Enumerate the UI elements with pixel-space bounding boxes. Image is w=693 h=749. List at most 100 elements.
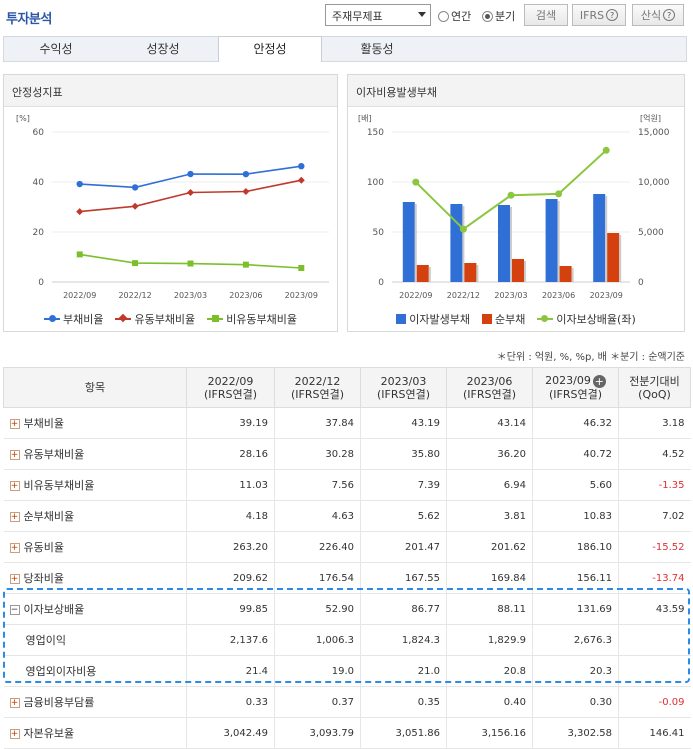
radio-quarter-label: 분기 — [495, 10, 516, 23]
expand-icon[interactable]: + — [9, 511, 20, 522]
tab-activity[interactable]: 활동성 — [360, 42, 394, 56]
tab-bar: 수익성 성장성 안정성 활동성 — [3, 36, 687, 62]
table-cell: 201.62 — [446, 531, 533, 563]
expand-icon[interactable]: + — [9, 418, 20, 429]
legend-item[interactable]: 부채비율 — [43, 311, 103, 327]
interest-debt-chart: [배] [억원] 0 0 50 5,000 100 10,000 150 15,000 2022/0… — [358, 113, 670, 300]
table-cell: 6.94 — [446, 469, 533, 501]
data-point — [242, 188, 250, 195]
expand-icon[interactable]: + — [9, 573, 20, 584]
data-point — [131, 184, 139, 191]
qoq-cell: 43.59 — [618, 593, 691, 625]
legend-item[interactable]: 이자발생부채 — [396, 311, 470, 327]
table-cell: 3,051.86 — [360, 717, 447, 749]
row-label-text: 비유동부채비율 — [23, 479, 95, 492]
table-cell: 3.81 — [446, 500, 533, 532]
table-cell: 0.37 — [274, 686, 361, 718]
table-row: + 금융비용부담률 0.33 0.37 0.35 0.40 0.30 -0.09 — [3, 686, 691, 718]
expand-icon[interactable]: + — [9, 449, 20, 460]
table-cell: 176.54 — [274, 562, 361, 594]
qoq-cell — [618, 624, 691, 656]
y-tick-label-left: 0 — [378, 278, 384, 288]
ifrs-button-label: IFRS — [579, 8, 605, 22]
formula-button[interactable]: 산식 ? — [632, 4, 684, 26]
expand-icon[interactable]: + — [9, 542, 20, 553]
y-axis-label: [%] — [16, 114, 30, 123]
row-label-text: 순부채비율 — [23, 510, 75, 523]
table-cell: 36.20 — [446, 438, 533, 470]
qoq-cell: 3.18 — [618, 407, 691, 439]
bar — [593, 194, 606, 282]
help-icon: ? — [663, 9, 676, 21]
stability-chart: [%] 0 20 40 60 2022/09 2022/12 2023/03 2023/06 20… — [16, 114, 329, 300]
chevron-down-icon — [418, 12, 426, 17]
legend-item[interactable]: 유동부채비율 — [115, 311, 195, 327]
expand-icon[interactable]: + — [9, 480, 20, 491]
row-label[interactable]: + 당좌비율 — [3, 562, 187, 594]
ifrs-button[interactable]: IFRS ? — [572, 4, 626, 26]
table-cell: 21.4 — [186, 655, 275, 687]
row-label[interactable]: + 금융비용부담률 — [3, 686, 187, 718]
legend-marker-icon — [43, 315, 60, 322]
row-label[interactable]: + 순부채비율 — [3, 500, 187, 532]
collapse-icon[interactable]: − — [9, 604, 20, 615]
table-row: + 자본유보율 3,042.49 3,093.79 3,051.86 3,156.16 3,… — [3, 717, 691, 749]
qoq-cell: 146.41 — [618, 717, 691, 749]
data-point — [187, 170, 194, 178]
stability-chart-title: 안정성지표 — [4, 75, 337, 107]
bar — [450, 204, 463, 282]
x-tick-label: 2023/03 — [174, 291, 207, 300]
bar-shadow — [476, 265, 479, 282]
tab-stability[interactable]: 안정성 — [218, 36, 322, 62]
interest-debt-chart-legend: 이자발생부채 순부채 이자보상배율(좌) — [348, 311, 684, 327]
add-column-icon[interactable]: + — [592, 374, 606, 388]
y-tick-label-right: 15,000 — [638, 128, 670, 138]
expand-icon[interactable]: + — [9, 728, 20, 739]
radio-annual-label: 연간 — [451, 10, 472, 23]
table-cell: 201.47 — [360, 531, 447, 563]
y-tick-label: 60 — [33, 128, 45, 138]
table-cell: 2,137.6 — [186, 624, 275, 656]
table-cell: 86.77 — [360, 593, 447, 625]
col-header-period: 2022/12 (IFRS연결) — [274, 367, 361, 408]
table-cell: 0.40 — [446, 686, 533, 718]
radio-annual[interactable]: 연간 — [438, 8, 471, 24]
row-label[interactable]: + 부채비율 — [3, 407, 187, 439]
table-header-row: 항목 2022/09 (IFRS연결) 2022/12 (IFRS연결) 2023/… — [3, 367, 691, 408]
table-cell: 4.18 — [186, 500, 275, 532]
data-point — [76, 251, 83, 258]
legend-item[interactable]: 순부채 — [481, 311, 525, 327]
tab-profitability[interactable]: 수익성 — [39, 42, 73, 56]
data-point — [298, 163, 305, 170]
tab-growth[interactable]: 성장성 — [146, 42, 180, 56]
row-label-text: 당좌비율 — [23, 572, 64, 585]
row-label[interactable]: + 유동비율 — [3, 531, 187, 563]
top-bar: 투자분석 주재무제표 연간 분기 검색 IFRS ? 산식 ? — [0, 0, 693, 32]
bar-shadow — [571, 268, 574, 282]
legend-item[interactable]: 이자보상배율(좌) — [537, 311, 636, 327]
row-label[interactable]: − 이자보상배율 — [3, 593, 187, 625]
col-header-item: 항목 — [3, 367, 187, 408]
table-cell: 7.39 — [360, 469, 447, 501]
statement-select[interactable]: 주재무제표 — [325, 4, 431, 26]
table-cell: 169.84 — [446, 562, 533, 594]
expand-icon[interactable]: + — [9, 697, 20, 708]
data-point — [507, 191, 515, 199]
table-cell: 39.19 — [186, 407, 275, 439]
interest-debt-chart-panel: 이자비용발생부채 [배] [억원] 0 0 50 5,000 100 10,000 150 15,… — [347, 74, 685, 332]
y-tick-label-left: 150 — [367, 128, 384, 138]
search-button[interactable]: 검색 — [524, 4, 568, 26]
row-label[interactable]: + 유동부채비율 — [3, 438, 187, 470]
bar — [498, 205, 510, 282]
row-label-text: 영업이익 — [25, 634, 66, 647]
row-label[interactable]: + 비유동부채비율 — [3, 469, 187, 501]
table-cell: 186.10 — [532, 531, 619, 563]
table-cell: 88.11 — [446, 593, 533, 625]
table-row: − 이자보상배율 99.85 52.90 86.77 88.11 131.69 43.59 — [3, 593, 691, 625]
col-header-period: 2022/09 (IFRS연결) — [186, 367, 275, 408]
legend-item[interactable]: 비유동부채비율 — [207, 311, 297, 327]
table-cell: 1,824.3 — [360, 624, 447, 656]
radio-quarter[interactable]: 분기 — [482, 8, 515, 24]
row-label[interactable]: + 자본유보율 — [3, 717, 187, 749]
table-cell: 3,042.49 — [186, 717, 275, 749]
